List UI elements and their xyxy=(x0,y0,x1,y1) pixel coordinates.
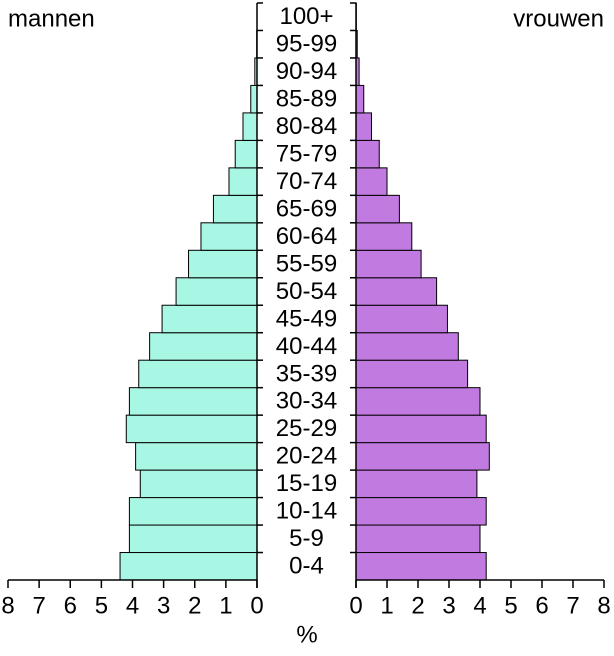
bar-left xyxy=(234,139,258,169)
bar-right xyxy=(355,414,487,444)
age-label: 10-14 xyxy=(276,498,337,525)
bar-right xyxy=(355,112,372,141)
age-label: 45-49 xyxy=(276,305,337,332)
age-label: 75-79 xyxy=(276,140,337,167)
bar-left xyxy=(128,387,258,416)
bar-right xyxy=(355,194,400,224)
age-label: 55-59 xyxy=(276,250,337,277)
age-label: 50-54 xyxy=(276,278,337,305)
x-tick-label: 3 xyxy=(157,592,170,619)
x-tick-label: 6 xyxy=(535,592,548,619)
bar-right xyxy=(355,332,459,361)
bar-right xyxy=(355,84,365,114)
x-axis-label: % xyxy=(296,621,317,648)
x-tick-label: 5 xyxy=(504,592,517,619)
left-series-label: mannen xyxy=(8,5,95,32)
age-label: 0-4 xyxy=(289,553,324,580)
bar-right xyxy=(355,359,469,389)
age-label: 60-64 xyxy=(276,223,337,250)
age-label: 85-89 xyxy=(276,86,337,113)
bar-left xyxy=(188,249,258,279)
bar-right xyxy=(355,442,490,471)
age-label: 5-9 xyxy=(289,525,324,552)
age-label: 100+ xyxy=(279,3,333,30)
x-tick-label: 8 xyxy=(597,592,610,619)
age-label: 25-29 xyxy=(276,415,337,442)
x-tick-label: 2 xyxy=(188,592,201,619)
bar-left xyxy=(119,552,258,581)
bar-left xyxy=(242,112,258,141)
bar-right xyxy=(355,497,487,526)
bar-left xyxy=(228,167,258,196)
x-tick-label: 4 xyxy=(473,592,486,619)
x-tick-label: 7 xyxy=(32,592,45,619)
bar-right xyxy=(355,469,478,499)
bar-right xyxy=(355,139,380,169)
x-tick-label: 4 xyxy=(126,592,139,619)
bar-left xyxy=(250,84,258,114)
bar-right xyxy=(355,277,438,306)
age-label: 90-94 xyxy=(276,58,337,85)
bar-left xyxy=(161,304,258,334)
x-tick-label: 5 xyxy=(95,592,108,619)
age-label: 40-44 xyxy=(276,333,337,360)
right-series-label: vrouwen xyxy=(513,5,604,32)
age-label: 65-69 xyxy=(276,195,337,222)
age-label: 30-34 xyxy=(276,388,337,415)
bar-right xyxy=(355,249,422,279)
x-tick-label: 1 xyxy=(380,592,393,619)
x-tick-label: 8 xyxy=(1,592,14,619)
x-tick-label: 7 xyxy=(566,592,579,619)
age-label: 95-99 xyxy=(276,31,337,58)
bar-left xyxy=(139,469,258,499)
x-tick-label: 3 xyxy=(442,592,455,619)
x-tick-label: 0 xyxy=(250,592,263,619)
age-label: 35-39 xyxy=(276,360,337,387)
bar-right xyxy=(355,387,481,416)
bar-left xyxy=(138,359,258,389)
x-tick-label: 1 xyxy=(219,592,232,619)
bar-left xyxy=(128,497,258,526)
age-label: 20-24 xyxy=(276,443,337,470)
bar-left xyxy=(200,222,258,251)
bar-left xyxy=(149,332,258,361)
bar-right xyxy=(355,222,413,251)
bar-left xyxy=(212,194,258,224)
bar-left xyxy=(175,277,258,306)
x-tick-label: 2 xyxy=(411,592,424,619)
x-tick-label: 6 xyxy=(64,592,77,619)
age-label: 70-74 xyxy=(276,168,337,195)
bar-left xyxy=(128,524,258,554)
bar-right xyxy=(355,552,487,581)
bar-left xyxy=(135,442,258,471)
x-tick-label: 0 xyxy=(349,592,362,619)
bar-left xyxy=(125,414,258,444)
bar-right xyxy=(355,304,448,334)
age-label: 80-84 xyxy=(276,113,337,140)
bar-right xyxy=(355,524,481,554)
age-label: 15-19 xyxy=(276,470,337,497)
bar-right xyxy=(355,167,388,196)
